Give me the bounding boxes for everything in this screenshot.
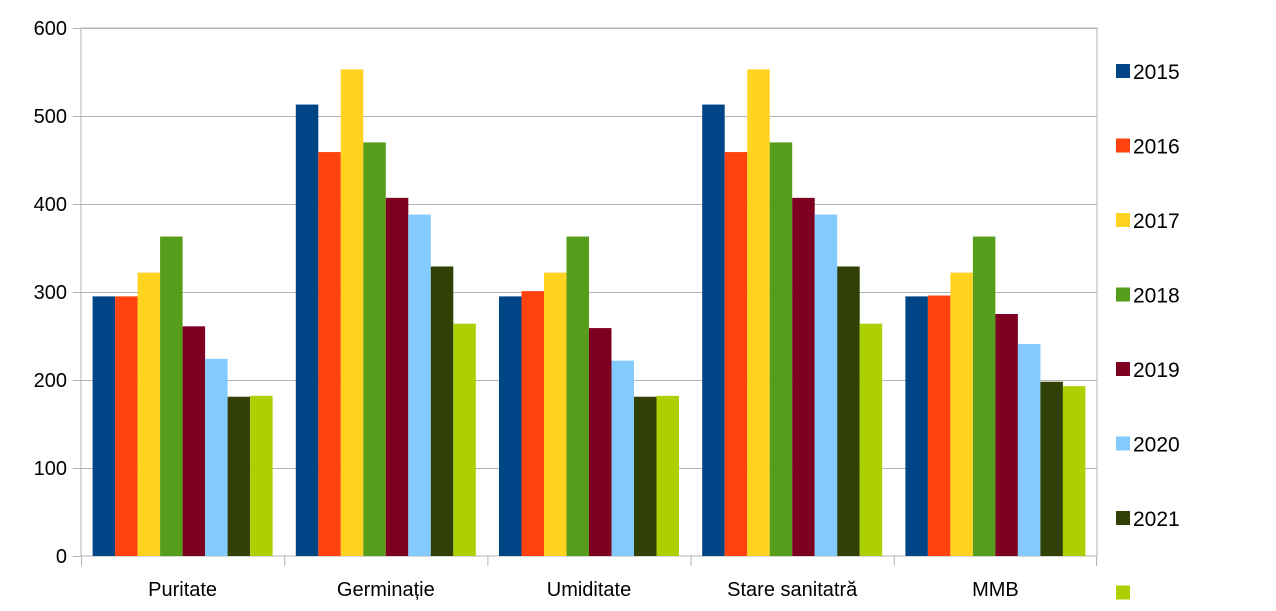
bar xyxy=(950,272,973,556)
bar xyxy=(295,104,319,556)
legend-label: 2020 xyxy=(1133,434,1180,457)
legend: 2015 2016 2017 2018 2019 2020 2021 xyxy=(1116,61,1180,600)
bar xyxy=(250,395,273,556)
bar xyxy=(92,296,116,556)
bar xyxy=(182,326,206,556)
bar xyxy=(656,395,679,556)
x-category-label: Umiditate xyxy=(547,579,631,601)
bar xyxy=(340,69,364,557)
legend-swatch xyxy=(1116,585,1130,600)
y-tick-label: 0 xyxy=(56,546,67,568)
x-category-label: Puritate xyxy=(148,579,217,601)
bar xyxy=(769,142,793,556)
legend-label: 2017 xyxy=(1133,210,1180,233)
y-tick-label: 200 xyxy=(34,370,67,392)
bar xyxy=(747,69,770,557)
x-category-label: Germinație xyxy=(337,579,435,601)
bars xyxy=(92,69,1086,557)
bar xyxy=(318,152,341,556)
bar xyxy=(589,328,612,556)
legend-swatch xyxy=(1116,362,1130,376)
legend-label: 2019 xyxy=(1133,359,1180,382)
bar xyxy=(1040,381,1063,556)
bar xyxy=(814,214,838,556)
legend-swatch xyxy=(1116,436,1130,451)
bar xyxy=(453,323,476,556)
bar xyxy=(634,396,657,556)
bar xyxy=(859,323,883,556)
bar xyxy=(115,296,138,556)
bar xyxy=(227,396,251,556)
bar xyxy=(724,152,748,556)
bar xyxy=(837,266,860,556)
y-tick-label: 600 xyxy=(34,18,67,40)
legend-swatch xyxy=(1116,511,1130,525)
bar xyxy=(702,104,725,556)
bar xyxy=(430,266,454,556)
legend-swatch xyxy=(1116,138,1130,153)
bar xyxy=(927,295,951,556)
legend-swatch xyxy=(1116,213,1130,227)
bar xyxy=(544,272,567,556)
bar xyxy=(385,197,409,556)
bar xyxy=(972,236,996,556)
bar xyxy=(1017,343,1041,556)
bar xyxy=(566,236,589,556)
y-tick-label: 100 xyxy=(34,458,67,480)
bar xyxy=(611,360,634,556)
bar xyxy=(499,296,522,556)
y-tick-label: 400 xyxy=(34,194,67,216)
x-category-label: MMB xyxy=(972,579,1019,601)
y-tick-label: 500 xyxy=(34,106,67,128)
bar xyxy=(521,291,544,556)
bar xyxy=(137,272,161,556)
bar xyxy=(363,142,386,556)
legend-swatch xyxy=(1116,287,1130,302)
bar xyxy=(408,214,431,556)
bar xyxy=(905,296,928,556)
bar xyxy=(792,197,815,556)
y-tick-label: 300 xyxy=(34,282,67,304)
legend-swatch xyxy=(1116,64,1130,78)
bar xyxy=(205,358,228,556)
bar xyxy=(1062,386,1086,556)
legend-label: 2018 xyxy=(1133,285,1180,308)
axes: 0 100 200 300 400 500 600 Puritate Germinație Umi… xyxy=(34,18,1097,601)
legend-label: 2015 xyxy=(1133,61,1180,84)
bar xyxy=(160,236,183,556)
x-category-label: Stare sanitatră xyxy=(727,579,858,601)
legend-label: 2021 xyxy=(1133,508,1180,531)
legend-label: 2016 xyxy=(1133,136,1180,159)
bar xyxy=(995,314,1018,556)
